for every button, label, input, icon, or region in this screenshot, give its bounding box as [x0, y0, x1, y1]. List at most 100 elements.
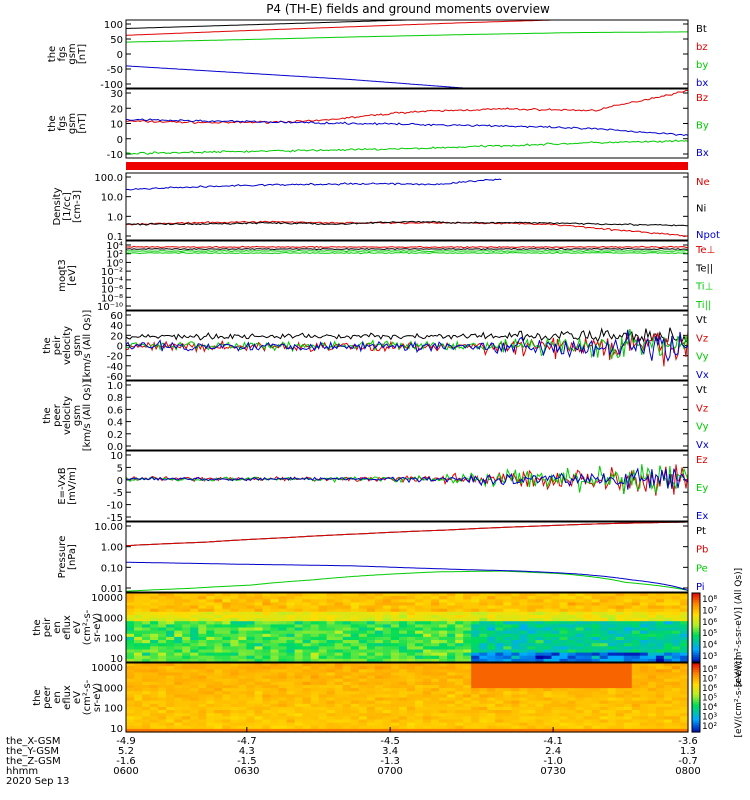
heat-cell	[366, 599, 376, 603]
heat-cell	[246, 675, 255, 680]
heat-cell	[390, 636, 400, 641]
heat-cell	[559, 621, 569, 625]
heat-cell	[246, 605, 255, 610]
heat-cell	[607, 706, 617, 711]
heat-cell	[366, 658, 376, 663]
heat-cell	[655, 728, 665, 733]
heat-cell	[262, 636, 272, 641]
heat-cell	[254, 627, 264, 632]
heat-cell	[238, 722, 247, 727]
heat-cell	[487, 599, 496, 603]
colorbar-cell	[692, 606, 700, 610]
heat-cell	[655, 672, 665, 677]
heat-cell	[134, 646, 143, 650]
heat-cell	[358, 602, 368, 607]
heat-cell	[142, 672, 151, 677]
heat-cell	[415, 608, 424, 613]
heat-cell	[615, 666, 625, 670]
heat-cell	[326, 691, 336, 695]
heat-cell	[294, 621, 304, 625]
heat-cell	[158, 627, 167, 632]
heat-cell	[310, 703, 320, 708]
heat-cell	[310, 706, 320, 711]
heat-cell	[511, 719, 520, 724]
heat-cell	[134, 599, 143, 603]
heat-cell	[190, 713, 199, 717]
heat-cell	[663, 685, 673, 689]
heat-cell	[302, 633, 312, 638]
heat-cell	[270, 599, 280, 603]
heat-cell	[407, 608, 416, 613]
heat-cell	[623, 716, 633, 720]
heat-cell	[134, 719, 143, 724]
heat-cell	[583, 627, 593, 632]
heat-cell	[623, 630, 633, 635]
heat-cell	[206, 706, 215, 711]
heat-cell	[607, 649, 617, 654]
heat-cell	[671, 605, 681, 610]
heat-cell	[599, 710, 609, 714]
heat-cell	[455, 655, 464, 660]
heat-cell	[559, 681, 569, 686]
heat-cell	[222, 643, 231, 647]
heat-cell	[671, 611, 681, 616]
heat-cell	[639, 694, 649, 699]
heat-cell	[222, 633, 231, 638]
heat-cell	[358, 697, 368, 702]
heat-cell	[134, 722, 143, 727]
heat-cell	[286, 722, 296, 727]
heat-cell	[680, 624, 689, 629]
heat-cell	[439, 672, 448, 677]
heat-cell	[615, 611, 625, 616]
heat-cell	[366, 722, 376, 727]
heat-cell	[206, 615, 215, 619]
ylabel-line: (cm²-s-	[82, 679, 93, 715]
heat-cell	[511, 596, 520, 600]
heat-cell	[655, 691, 665, 695]
colorbar-cell	[692, 681, 700, 685]
heat-cell	[166, 652, 175, 657]
heat-cell	[262, 728, 272, 733]
heat-cell	[551, 636, 561, 641]
colorbar-cell	[692, 629, 700, 633]
heat-cell	[366, 646, 376, 650]
heat-cell	[407, 691, 416, 695]
heat-cell	[655, 658, 665, 663]
heat-cell	[214, 658, 223, 663]
heat-cell	[174, 605, 183, 610]
heat-cell	[278, 596, 288, 600]
heat-cell	[278, 611, 288, 616]
heat-cell	[318, 624, 328, 629]
heat-cell	[567, 688, 577, 692]
heat-cell	[166, 627, 175, 632]
heat-cell	[214, 611, 223, 616]
heat-cell	[310, 646, 320, 650]
heat-cell	[350, 621, 360, 625]
heat-cell	[366, 621, 376, 625]
heat-cell	[575, 630, 585, 635]
heat-cell	[230, 691, 239, 695]
heat-cell	[254, 615, 264, 619]
heat-cell	[431, 621, 440, 625]
heat-cell	[535, 675, 545, 680]
heat-cell	[142, 722, 151, 727]
heat-cell	[527, 703, 536, 708]
heat-cell	[374, 649, 384, 654]
heat-cell	[519, 706, 528, 711]
heat-cell	[503, 666, 512, 670]
heat-cell	[527, 678, 536, 683]
heat-cell	[150, 630, 159, 635]
heat-cell	[222, 685, 231, 689]
heat-cell	[415, 694, 424, 699]
heat-cell	[431, 681, 440, 686]
heat-cell	[390, 611, 400, 616]
heat-cell	[174, 627, 183, 632]
heat-cell	[246, 643, 255, 647]
heat-cell	[374, 658, 384, 663]
heat-cell	[455, 640, 464, 644]
heat-cell	[318, 697, 328, 702]
heat-cell	[407, 663, 416, 667]
heat-cell	[647, 602, 657, 607]
heat-cell	[639, 728, 649, 733]
heat-cell	[246, 703, 255, 708]
